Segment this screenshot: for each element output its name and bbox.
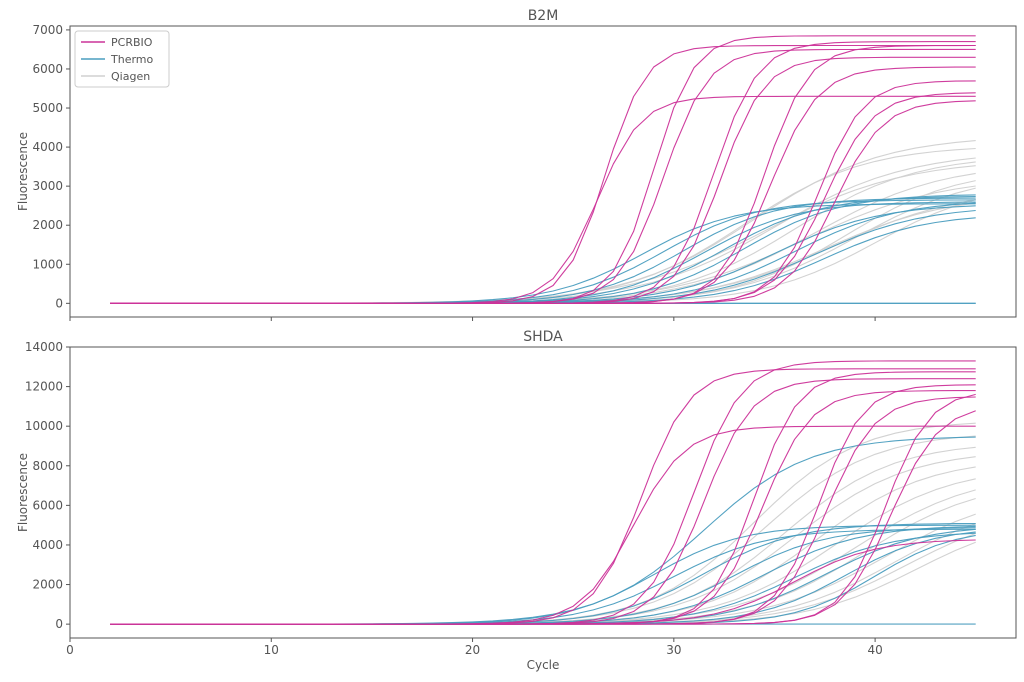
y-tick-label: 0	[55, 617, 63, 631]
chart-title: B2M	[528, 8, 559, 24]
y-tick-label: 5000	[32, 101, 63, 115]
plot-area	[69, 346, 1017, 639]
y-tick-label: 3000	[32, 179, 63, 193]
x-tick-label: 30	[666, 643, 681, 657]
y-tick-label: 7000	[32, 23, 63, 37]
legend-label: Qiagen	[111, 70, 150, 83]
y-tick-label: 6000	[32, 498, 63, 512]
series-pcrbio	[110, 35, 976, 304]
x-tick-label: 20	[465, 643, 480, 657]
x-tick-label: 40	[867, 643, 882, 657]
plot-area	[69, 25, 1017, 318]
panel-b2m: 0 1000 2000 3000 4000 5000 6000 7000 B2M Fluoresc…	[16, 8, 1017, 321]
plot-frame	[69, 25, 1017, 318]
y-tick-label: 8000	[32, 459, 63, 473]
plot-frame	[69, 346, 1017, 639]
y-tick-label: 0	[55, 296, 63, 310]
y-tick-label: 12000	[25, 380, 63, 394]
y-tick-label: 4000	[32, 140, 63, 154]
curve-layer	[110, 35, 976, 304]
y-axis-label: Fluorescence	[16, 132, 30, 211]
x-axis-label: Cycle	[527, 658, 560, 672]
x-tick-label: 10	[264, 643, 279, 657]
legend: PCRBIO Thermo Qiagen	[74, 30, 170, 88]
y-tick-label: 6000	[32, 62, 63, 76]
y-tick-label: 10000	[25, 419, 63, 433]
y-tick-label: 14000	[25, 340, 63, 354]
y-axis-label: Fluorescence	[16, 453, 30, 532]
x-tick-label: 0	[66, 643, 74, 657]
y-tick-label: 4000	[32, 538, 63, 552]
y-tick-label: 2000	[32, 218, 63, 232]
legend-label: Thermo	[110, 53, 154, 66]
y-tick-label: 1000	[32, 257, 63, 271]
series-pcrbio	[110, 360, 976, 625]
curve-layer	[110, 360, 976, 625]
legend-box	[74, 30, 170, 88]
legend-label: PCRBIO	[111, 36, 153, 49]
panel-shda: 0 2000 4000 6000 8000 10000 12000 14000 0 10 20 30 4…	[16, 329, 1017, 672]
chart-title: SHDA	[523, 329, 563, 345]
y-tick-label: 2000	[32, 578, 63, 592]
series-line-pcrbio-10	[110, 539, 976, 625]
series-line-pcrbio-10	[110, 100, 976, 304]
